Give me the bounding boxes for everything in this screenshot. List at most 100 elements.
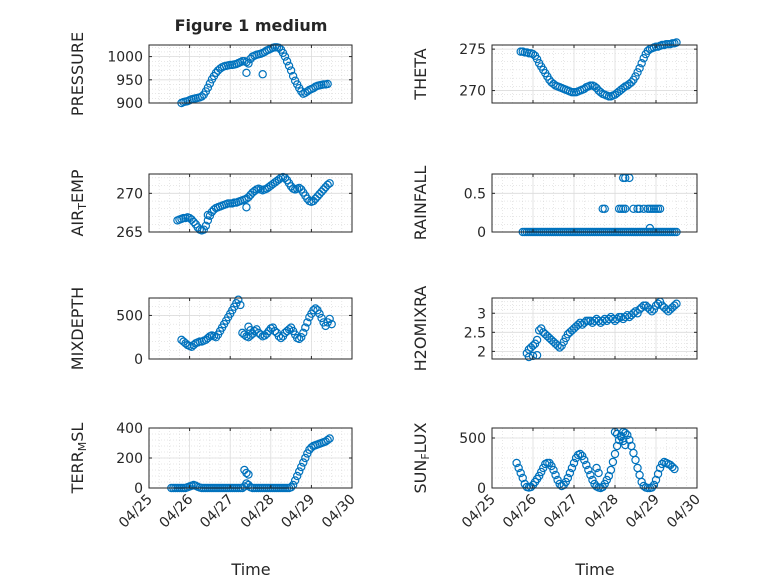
data-markers	[516, 38, 681, 101]
y-axis-label: RAINFALL	[411, 166, 430, 241]
data-point	[286, 483, 296, 492]
panel-air-temp: 265 270 AIRTEMP	[68, 169, 353, 241]
data-markers	[512, 427, 679, 493]
data-point	[512, 458, 521, 468]
y-tick-label: 275	[459, 42, 486, 58]
axes-box	[148, 297, 353, 360]
data-point	[537, 467, 546, 477]
data-point	[672, 38, 681, 47]
data-markers	[177, 43, 332, 108]
data-point	[323, 435, 332, 445]
data-point	[514, 463, 523, 473]
data-point	[586, 470, 595, 480]
data-point	[526, 482, 536, 492]
data-point	[584, 465, 593, 475]
x-tick-label: 04/29	[623, 492, 663, 532]
data-point	[551, 470, 560, 480]
data-point	[653, 469, 663, 479]
data-point	[651, 475, 661, 485]
data-point	[631, 307, 640, 316]
data-point	[657, 459, 667, 469]
data-point	[553, 341, 562, 350]
y-axis-label: TERRMSL	[68, 423, 89, 495]
data-point	[631, 72, 640, 81]
data-point	[565, 468, 575, 478]
data-point	[242, 468, 251, 478]
data-point	[534, 326, 544, 335]
data-point	[627, 78, 636, 87]
data-point	[539, 463, 548, 473]
data-point	[645, 305, 655, 314]
data-point	[612, 441, 622, 451]
y-tick-label: 3	[477, 306, 486, 322]
axes-background	[492, 45, 697, 103]
data-point	[292, 471, 302, 481]
axes-box	[491, 173, 698, 233]
data-point	[625, 435, 634, 445]
data-point	[303, 318, 312, 327]
data-point	[203, 216, 213, 225]
panel-rainfall: 0 0.5 RAINFALL	[411, 166, 698, 241]
data-point	[637, 59, 646, 68]
data-point	[670, 464, 679, 474]
y-tick-label: 0	[477, 481, 486, 497]
y-tick-label: 200	[116, 451, 143, 467]
data-point	[288, 480, 298, 490]
data-point	[604, 471, 614, 481]
data-point	[629, 204, 638, 213]
data-point	[547, 461, 556, 471]
data-point	[205, 79, 215, 88]
data-point	[578, 451, 587, 461]
data-point	[325, 434, 334, 443]
data-point	[637, 477, 646, 487]
data-point	[197, 92, 206, 101]
data-point	[256, 330, 265, 339]
data-point	[563, 473, 573, 483]
data-point	[301, 453, 310, 463]
data-point	[592, 463, 601, 473]
data-point	[635, 204, 644, 213]
panel-pressure: 900 950 1000 PRESSURE	[68, 32, 353, 116]
y-tick-label: 900	[116, 96, 143, 112]
data-point	[588, 475, 597, 485]
panel-h2omixra: 2 2.5 3 H2OMIXRA	[411, 286, 698, 371]
figure-title: Figure 1 medium	[175, 16, 328, 35]
data-point	[528, 341, 538, 350]
data-point	[284, 61, 294, 71]
data-point	[655, 463, 665, 473]
y-axis-label: PRESSURE	[68, 32, 87, 116]
x-tick-label: 04/28	[238, 492, 278, 532]
y-tick-label: 400	[116, 421, 143, 437]
data-point	[655, 204, 665, 213]
x-tick-label: 04/29	[278, 492, 318, 532]
data-point	[637, 303, 646, 312]
data-point	[532, 54, 542, 64]
axes-box	[491, 44, 698, 104]
data-point	[600, 204, 609, 213]
data-point	[315, 309, 324, 318]
data-point	[670, 301, 679, 310]
data-point	[619, 436, 628, 446]
data-point	[290, 476, 300, 485]
data-point	[242, 68, 251, 78]
data-point	[258, 70, 267, 79]
data-point	[668, 462, 677, 472]
data-point	[553, 475, 562, 485]
data-point	[555, 343, 564, 352]
data-point	[244, 470, 253, 479]
data-point	[621, 204, 630, 213]
panel-terr-msl: 0 200 400 TERRMSL 04/25 04/26 04/27 04/28 04/29 0…	[68, 421, 359, 531]
x-tick-label: 04/30	[664, 492, 704, 532]
data-point	[621, 440, 630, 450]
data-point	[647, 307, 657, 316]
data-point	[567, 463, 577, 473]
data-point	[672, 299, 681, 308]
data-point	[616, 432, 626, 442]
data-point	[323, 180, 332, 190]
y-axis-label: SUNFLUX	[411, 422, 432, 493]
data-point	[549, 465, 558, 475]
x-tick-label: 04/27	[541, 492, 581, 532]
y-tick-label: 270	[116, 186, 143, 202]
x-tick-label: 04/28	[582, 492, 622, 532]
